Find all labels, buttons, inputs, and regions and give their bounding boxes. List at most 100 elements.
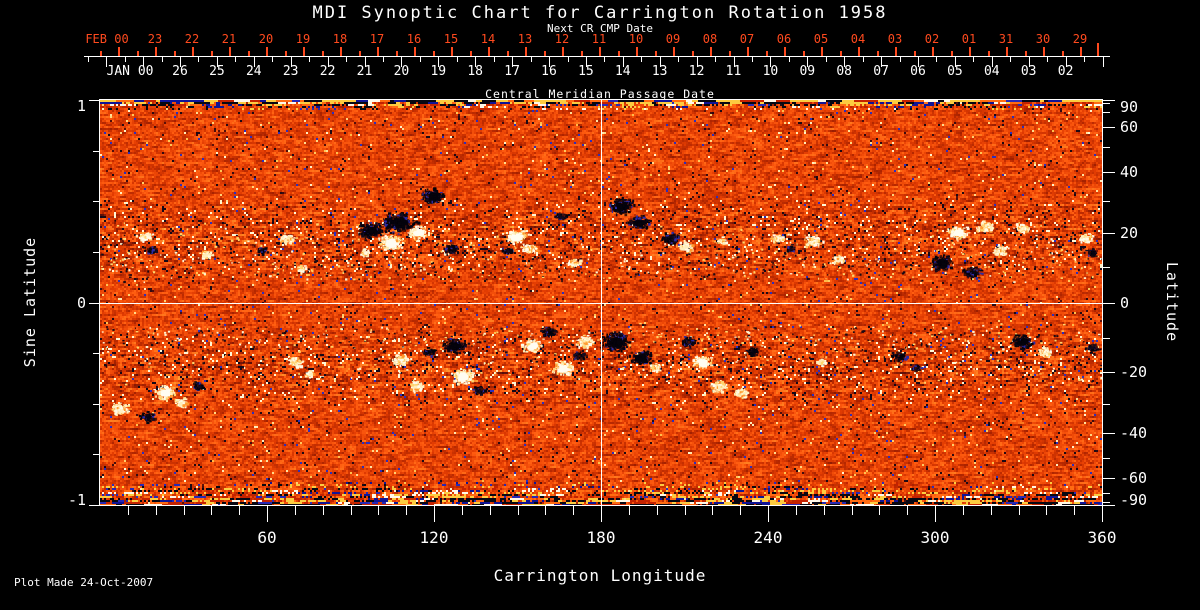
tick — [696, 57, 698, 67]
cmp-date-label: 16 — [541, 64, 557, 79]
next-cr-date-label: 17 — [369, 32, 385, 46]
tick — [573, 506, 575, 515]
tick — [434, 506, 435, 522]
tick — [136, 51, 139, 56]
next-cr-date-label: 22 — [184, 32, 200, 46]
tick — [1103, 112, 1110, 114]
tick — [728, 51, 731, 56]
tick — [155, 47, 157, 56]
next-cr-date-label: 11 — [591, 32, 607, 46]
tick — [1047, 57, 1049, 62]
tick — [1065, 57, 1067, 67]
tick — [858, 47, 860, 56]
latitude-tick-label: -60 — [1120, 468, 1148, 487]
tick — [1103, 337, 1110, 339]
tick — [414, 47, 416, 56]
tick — [913, 51, 916, 56]
tick — [549, 57, 550, 67]
tick — [991, 57, 993, 67]
tick — [475, 57, 477, 67]
next-cr-date-label: 19 — [295, 32, 311, 46]
tick — [710, 47, 712, 56]
tick — [684, 506, 686, 515]
tick — [751, 57, 753, 62]
tick — [795, 506, 797, 515]
lon-tick-label: 240 — [753, 528, 783, 547]
sine-latitude-tick-label: 1 — [76, 97, 86, 115]
tick — [1103, 302, 1115, 304]
tick — [87, 57, 89, 62]
tick — [93, 403, 100, 405]
tick — [851, 506, 853, 515]
tick — [1103, 501, 1110, 503]
cmp-date-label: 07 — [873, 64, 889, 79]
next-cr-date-label: 05 — [813, 32, 829, 46]
next-cr-date-label: 20 — [258, 32, 274, 46]
tick — [656, 506, 658, 515]
tick — [321, 51, 324, 56]
tick — [1103, 432, 1115, 434]
cmp-date-label: 06 — [910, 64, 926, 79]
tick — [1103, 172, 1115, 174]
tick — [253, 57, 255, 67]
tick — [1103, 233, 1115, 235]
tick — [401, 57, 403, 67]
tick — [106, 57, 108, 67]
tick — [340, 47, 342, 56]
tick — [844, 57, 846, 67]
tick — [636, 47, 638, 56]
tick — [303, 47, 305, 56]
tick — [543, 51, 546, 56]
tick — [733, 57, 735, 67]
tick — [673, 47, 675, 56]
tick — [881, 57, 883, 67]
cmp-date-label: 23 — [282, 64, 299, 79]
tick — [93, 454, 100, 456]
tick — [266, 47, 268, 56]
tick — [1046, 506, 1048, 515]
tick — [419, 57, 421, 62]
cmp-date-label: 21 — [356, 64, 373, 79]
latitude-tick-label: 20 — [1120, 224, 1139, 243]
tick — [823, 506, 825, 515]
tick — [1074, 506, 1076, 515]
next-cr-date-label: 15 — [443, 32, 459, 46]
tick — [802, 51, 805, 56]
cmp-date-label: 04 — [983, 64, 1000, 79]
next-cr-date-label: 06 — [776, 32, 792, 46]
next-cr-date-label: 12 — [554, 32, 570, 46]
tick — [788, 57, 790, 62]
tick — [93, 150, 100, 152]
tick — [161, 57, 163, 62]
tick — [1103, 492, 1110, 494]
tick — [395, 51, 398, 56]
tick — [1103, 267, 1110, 269]
cmp-date-label: 09 — [799, 64, 816, 79]
cmp-date-label: 03 — [1020, 64, 1037, 79]
cmp-month-label: JAN 00 — [106, 64, 154, 79]
next-cr-date-label: 02 — [924, 32, 940, 46]
tick — [290, 57, 292, 67]
tick — [1006, 47, 1008, 56]
lon-tick-label: 300 — [920, 528, 950, 547]
tick — [1103, 477, 1115, 479]
tick — [1010, 57, 1012, 62]
tick — [489, 506, 491, 515]
tick — [1103, 403, 1110, 405]
cmp-date-label: 13 — [651, 64, 668, 79]
tick — [322, 506, 324, 515]
tick — [715, 57, 716, 62]
tick — [530, 57, 532, 62]
tick — [512, 57, 514, 67]
tick — [987, 51, 990, 56]
tick — [1103, 127, 1115, 129]
tick — [990, 506, 992, 515]
next-cr-date-label: 07 — [739, 32, 755, 46]
tick — [784, 47, 786, 56]
next-cr-date-label: 04 — [850, 32, 866, 46]
tick — [469, 51, 472, 56]
latitude-tick-label: 0 — [1120, 293, 1130, 312]
cmp-date-label: 17 — [504, 64, 520, 79]
tick — [118, 47, 120, 56]
tick — [879, 506, 881, 515]
